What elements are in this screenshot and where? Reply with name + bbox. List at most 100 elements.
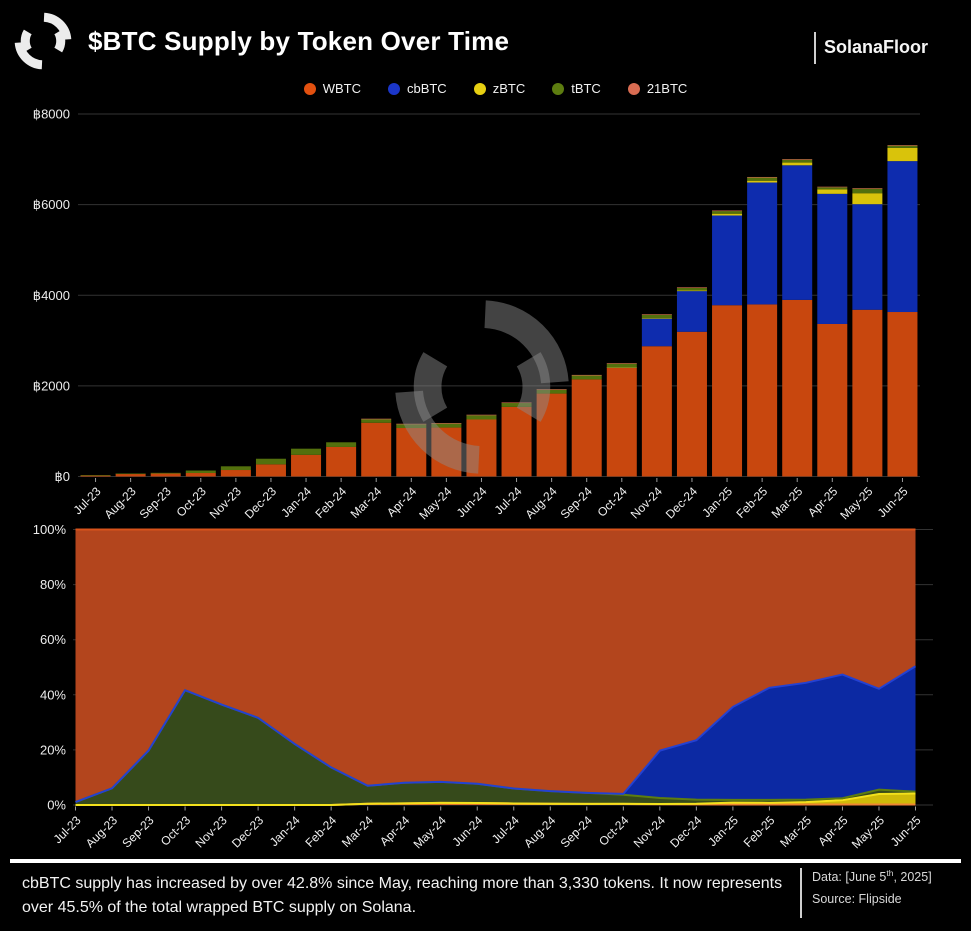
bar-segment-tbtc bbox=[80, 475, 111, 476]
bar-segment-wbtc bbox=[782, 299, 813, 477]
x-axis-label: Jan-24 bbox=[278, 484, 314, 520]
x-axis-label: Jul-24 bbox=[489, 813, 522, 846]
bar-segment-tbtc bbox=[887, 145, 918, 148]
bar-segment-wbtc bbox=[536, 393, 567, 477]
y-axis-label: 40% bbox=[40, 687, 66, 702]
bar-segment-21btc bbox=[676, 287, 707, 288]
bar-segment-cbbtc bbox=[747, 182, 778, 305]
legend-label: 21BTC bbox=[646, 81, 688, 96]
bar-segment-wbtc bbox=[431, 427, 462, 477]
x-axis-label: Apr-25 bbox=[805, 484, 841, 520]
bar-segment-tbtc bbox=[291, 448, 322, 455]
x-axis-label: Sep-23 bbox=[137, 484, 174, 521]
legend-label: tBTC bbox=[571, 81, 601, 96]
legend-label: cbBTC bbox=[406, 81, 447, 96]
bar-segment-wbtc bbox=[676, 331, 707, 477]
x-axis-label: Oct-23 bbox=[158, 813, 194, 849]
x-axis-label: Nov-23 bbox=[192, 813, 229, 850]
bar-segment-tbtc bbox=[606, 363, 637, 368]
footer-meta: Data: [June 5th, 2025] Source: Flipside bbox=[812, 869, 932, 914]
x-axis-label: Jun-24 bbox=[450, 813, 486, 849]
bar-segment-21btc bbox=[887, 145, 918, 146]
bar-segment-tbtc bbox=[641, 314, 672, 319]
bar-segment-tbtc bbox=[115, 473, 146, 475]
bar-segment-tbtc bbox=[150, 472, 181, 474]
bar-segment-21btc bbox=[817, 186, 848, 188]
bar-segment-21btc bbox=[782, 159, 813, 160]
bar-segment-tbtc bbox=[852, 188, 883, 194]
bar-segment-tbtc bbox=[326, 442, 357, 447]
legend-item-wbtc: WBTC bbox=[303, 81, 361, 96]
x-axis-label: Mar-25 bbox=[769, 484, 806, 521]
x-axis-label: Apr-24 bbox=[377, 813, 413, 849]
y-axis-label: 20% bbox=[40, 742, 66, 757]
x-axis-label: Jan-24 bbox=[267, 813, 303, 849]
bar-segment-tbtc bbox=[501, 402, 532, 407]
x-axis-label: Nov-24 bbox=[631, 813, 668, 850]
bar-segment-tbtc bbox=[571, 375, 602, 380]
legend-dot-tbtc bbox=[552, 82, 565, 95]
bar-segment-wbtc bbox=[817, 323, 848, 477]
legend-item-21btc: 21BTC bbox=[627, 81, 688, 96]
x-axis-label: Dec-23 bbox=[242, 484, 279, 521]
bar-segment-wbtc bbox=[641, 346, 672, 477]
bar-segment-21btc bbox=[361, 418, 392, 420]
x-axis-label: May-24 bbox=[411, 813, 449, 851]
y-axis-label: 0% bbox=[47, 798, 66, 813]
bar-segment-zbtc bbox=[782, 162, 813, 166]
bar-segment-tbtc bbox=[676, 287, 707, 291]
bar-segment-wbtc bbox=[571, 379, 602, 477]
bar-segment-wbtc bbox=[115, 473, 146, 477]
x-axis-label: Jan-25 bbox=[705, 813, 741, 849]
bar-segment-tbtc bbox=[361, 418, 392, 423]
brand-name: SolanaFloor bbox=[824, 37, 929, 57]
x-axis-label: Jul-23 bbox=[71, 484, 104, 517]
x-axis-label: Dec-23 bbox=[229, 813, 266, 850]
bar-segment-zbtc bbox=[676, 290, 707, 292]
y-axis-label: ฿2000 bbox=[33, 378, 70, 393]
bar-segment-wbtc bbox=[220, 470, 251, 477]
bar-segment-zbtc bbox=[747, 180, 778, 183]
bar-segment-cbbtc bbox=[712, 215, 743, 306]
bar-segment-tbtc bbox=[396, 424, 427, 429]
area-wbtc bbox=[75, 529, 916, 803]
x-axis-label: Aug-24 bbox=[521, 813, 558, 850]
legend-label: WBTC bbox=[322, 81, 361, 96]
area-edge-cbbtc bbox=[75, 665, 917, 804]
x-axis-label: Jan-25 bbox=[699, 484, 735, 520]
x-axis-label: Mar-25 bbox=[777, 813, 814, 850]
x-axis-label: Mar-24 bbox=[339, 813, 376, 850]
x-axis-label: Nov-23 bbox=[207, 484, 244, 521]
bar-segment-21btc bbox=[852, 188, 883, 189]
bar-segment-zbtc bbox=[817, 189, 848, 194]
bar-segment-21btc bbox=[396, 423, 427, 425]
bar-segment-tbtc bbox=[536, 389, 567, 394]
bar-segment-wbtc bbox=[396, 428, 427, 477]
footer-note: cbBTC supply has increased by over 42.8%… bbox=[22, 875, 783, 916]
legend-item-tbtc: tBTC bbox=[552, 81, 601, 96]
x-axis-label: Sep-23 bbox=[119, 813, 156, 850]
footer-vertical-divider bbox=[800, 868, 802, 918]
bar-segment-21btc bbox=[501, 402, 532, 404]
area-edge-zbtc bbox=[75, 792, 916, 806]
bar-segment-wbtc bbox=[466, 419, 497, 477]
area-series bbox=[75, 528, 917, 806]
bar-segment-zbtc bbox=[641, 318, 672, 319]
x-axis-label: Oct-24 bbox=[596, 813, 632, 849]
bar-segment-tbtc bbox=[817, 187, 848, 190]
bar-segment-zbtc bbox=[852, 193, 883, 205]
x-axis-label: Sep-24 bbox=[558, 813, 595, 850]
footer-data-date: Data: [June 5th, 2025] bbox=[812, 868, 932, 885]
y-axis-label: 60% bbox=[40, 632, 66, 647]
bar-segment-tbtc bbox=[431, 423, 462, 428]
x-axis-label: Feb-24 bbox=[312, 484, 349, 521]
legend-item-zbtc: zBTC bbox=[473, 81, 525, 96]
x-axis-label: Jul-24 bbox=[492, 484, 525, 517]
y-axis-label: ฿4000 bbox=[33, 288, 70, 303]
y-axis-label: 80% bbox=[40, 577, 66, 592]
bar-segment-wbtc bbox=[501, 406, 532, 477]
bar-segment-wbtc bbox=[712, 305, 743, 477]
x-axis-label: May-25 bbox=[837, 484, 875, 522]
bar-segment-cbbtc bbox=[887, 161, 918, 313]
